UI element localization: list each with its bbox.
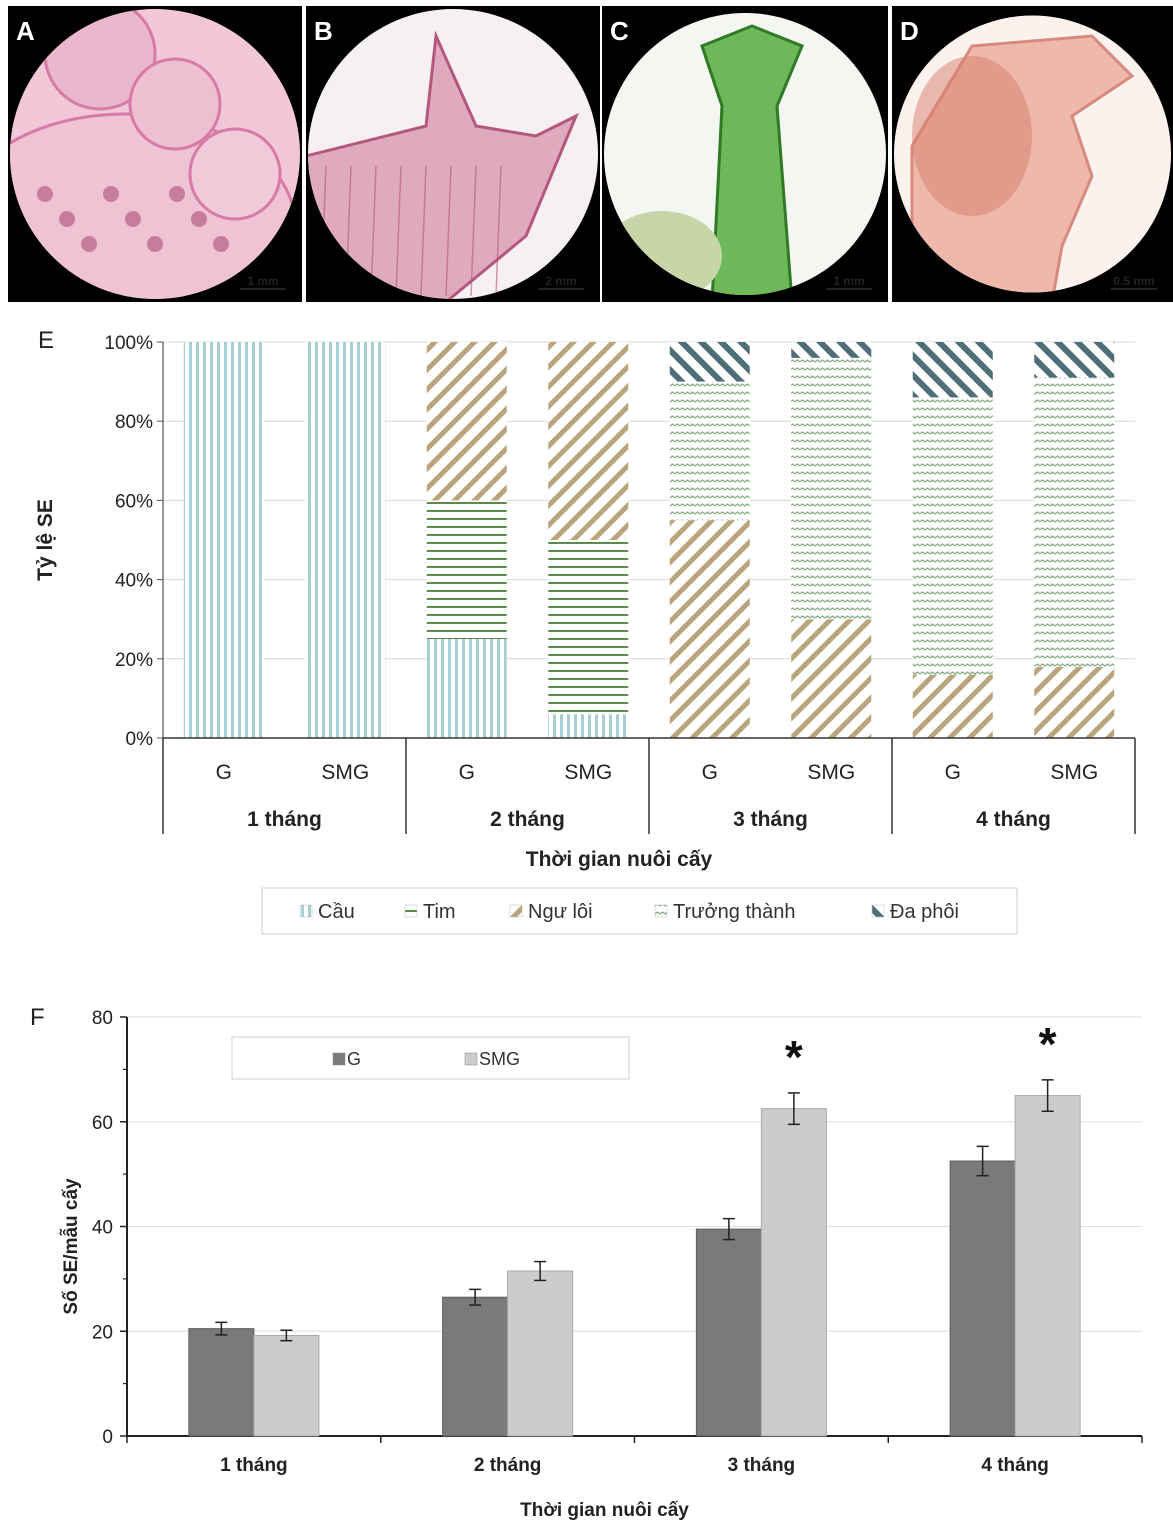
legend-label: Tim	[423, 901, 456, 923]
bar-segment-Ngư lôi	[669, 520, 750, 738]
x-category-label: 1 tháng	[220, 1455, 288, 1476]
y-tick-label: 100%	[104, 333, 153, 354]
y-tick-label: 80%	[115, 412, 153, 433]
scale-bar: 2 mm	[538, 274, 584, 290]
panel-letter: A	[16, 16, 35, 46]
bar-segment-Tim	[426, 500, 507, 639]
x-category-label: G	[702, 761, 718, 784]
legend-swatch	[509, 904, 523, 918]
x-group-label: 2 tháng	[490, 808, 565, 831]
x-group-label: 1 tháng	[247, 808, 322, 831]
bar-segment-Cầu	[548, 714, 629, 738]
bar-G	[949, 1160, 1016, 1437]
y-axis-title: Số SE/mẫu cấy	[60, 1178, 82, 1315]
legend-swatch	[404, 904, 418, 918]
photo-panel-a: A 1 mm	[8, 6, 302, 302]
x-category-label: G	[216, 761, 232, 784]
micrograph-image	[894, 15, 1171, 293]
legend-box	[231, 1036, 630, 1080]
y-tick-label: 20	[92, 1322, 113, 1343]
bar-SMG	[507, 1270, 574, 1437]
bar-SMG	[760, 1108, 827, 1437]
bar-segment-Đa phôi	[669, 342, 750, 382]
x-category-label: 4 tháng	[981, 1455, 1049, 1476]
panel-label-e: E	[38, 327, 54, 354]
bar-segment-Ngư lôi	[791, 619, 872, 738]
x-category-label: SMG	[321, 761, 369, 784]
legend-swatch	[464, 1052, 478, 1066]
y-axis-title: Tỷ lệ SE	[34, 499, 57, 581]
bar-segment-Cầu	[426, 639, 507, 738]
x-axis-title: Thời gian nuôi cấy	[520, 1500, 689, 1521]
micrograph-image	[308, 9, 598, 299]
bar-segment-Ngư lôi	[1034, 666, 1115, 738]
stage-proportion-chart: E 0% 20% 40% 60% 80% 100% Tỷ lệ SE G SMG G SMG G SMG G…	[34, 327, 1136, 935]
bar-G	[188, 1328, 255, 1437]
x-axis-title: Thời gian nuôi cấy	[526, 848, 713, 871]
panel-letter: B	[314, 16, 333, 46]
y-tick-label: 0	[102, 1427, 113, 1448]
y-tick-label: 40%	[115, 571, 153, 592]
panel-letter: D	[900, 16, 919, 46]
y-tick-label: 0%	[126, 729, 154, 750]
se-count-chart: F 0 20 40 60 80 Số SE/mẫu cấy 1 tháng 2 tháng * 3 …	[30, 1004, 1143, 1521]
legend-label: G	[347, 1049, 361, 1069]
bar-SMG	[253, 1334, 320, 1437]
y-tick-label: 60	[92, 1113, 113, 1134]
scale-bar: 0.5 mm	[1111, 274, 1157, 290]
photo-panel-b: B 2 mm	[306, 6, 600, 302]
scale-bar: 1 mm	[826, 274, 872, 290]
x-group-label: 4 tháng	[976, 808, 1051, 831]
x-category-label: G	[945, 761, 961, 784]
legend-swatch	[871, 904, 885, 918]
scale-bar: 1 mm	[240, 274, 286, 290]
legend-label: Đa phôi	[890, 901, 959, 923]
bar-segment-Ngư lôi	[912, 674, 993, 738]
bar-segment-Trưởng thành	[791, 357, 872, 620]
significance-mark: *	[1039, 1018, 1057, 1070]
micrograph-image	[10, 9, 300, 299]
bar-segment-Đa phôi	[1034, 342, 1115, 378]
panel-label-f: F	[30, 1004, 45, 1031]
y-tick-label: 20%	[115, 650, 153, 671]
bar-segment-Ngư lôi	[426, 342, 507, 501]
legend-label: SMG	[479, 1049, 520, 1069]
x-category-label: SMG	[1050, 761, 1098, 784]
micrograph-image	[604, 13, 886, 295]
legend-swatch	[332, 1052, 346, 1066]
y-tick-label: 80	[92, 1008, 113, 1029]
bar-segment-Đa phôi	[791, 342, 872, 358]
legend-swatch	[299, 904, 313, 918]
photo-panel-c: C 1 mm	[602, 6, 888, 302]
x-category-label: 3 tháng	[728, 1455, 796, 1476]
bar-segment-Trưởng thành	[669, 381, 750, 521]
x-category-label: SMG	[807, 761, 855, 784]
bar-segment-Trưởng thành	[912, 397, 993, 675]
x-category-label: SMG	[564, 761, 612, 784]
photo-panel-d: D 0.5 mm	[892, 6, 1173, 302]
legend-label: Trưởng thành	[673, 901, 796, 923]
legend-swatch	[654, 904, 668, 918]
x-group-label: 3 tháng	[733, 808, 808, 831]
bar-segment-Cầu	[305, 342, 386, 738]
legend-label: Cầu	[318, 901, 355, 923]
bar-segment-Ngư lôi	[548, 342, 629, 540]
y-tick-label: 40	[92, 1218, 113, 1239]
bar-G	[695, 1228, 762, 1437]
legend-box	[261, 887, 1018, 935]
x-category-label: G	[459, 761, 475, 784]
bar-segment-Đa phôi	[912, 342, 993, 398]
bar-segment-Tim	[548, 540, 629, 715]
y-tick-label: 60%	[115, 491, 153, 512]
legend-label: Ngư lôi	[528, 901, 593, 923]
micrograph-panels: A 1 mm B 2 mm C 1 mm D 0.5 mm	[0, 0, 1173, 305]
bar-segment-Cầu	[183, 342, 264, 738]
significance-mark: *	[785, 1031, 803, 1083]
bar-segment-Trưởng thành	[1034, 377, 1115, 667]
panel-letter: C	[610, 16, 629, 46]
x-category-label: 2 tháng	[474, 1455, 542, 1476]
bar-SMG	[1014, 1095, 1081, 1437]
bar-G	[442, 1296, 509, 1437]
